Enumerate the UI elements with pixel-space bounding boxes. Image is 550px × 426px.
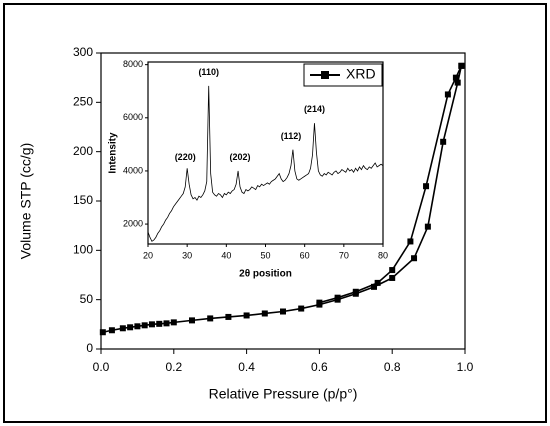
- legend-label: XRD: [346, 66, 376, 82]
- point: [389, 274, 396, 281]
- y-tick-label: 200: [73, 144, 93, 158]
- point: [440, 138, 447, 145]
- y-axis-label: Intensity: [108, 132, 119, 174]
- point: [207, 315, 214, 322]
- point: [119, 325, 126, 332]
- point: [108, 327, 115, 334]
- x-tick-label: 0.0: [93, 360, 110, 374]
- annotation: (220): [175, 152, 196, 162]
- point: [458, 62, 465, 69]
- point: [99, 329, 106, 336]
- point: [374, 279, 381, 286]
- x-tick-label: 0.8: [384, 360, 401, 374]
- point: [163, 320, 170, 327]
- x-tick-label: 0.2: [165, 360, 182, 374]
- point: [452, 74, 459, 81]
- x-tick-label: 1.0: [457, 360, 474, 374]
- point: [316, 299, 323, 306]
- point: [454, 79, 461, 86]
- x-tick-label: 40: [221, 250, 231, 260]
- point: [148, 321, 155, 328]
- y-tick-label: 4000: [123, 165, 143, 175]
- y-tick-label: 250: [73, 95, 93, 109]
- point: [141, 322, 148, 329]
- point: [225, 313, 232, 320]
- x-tick-label: 60: [300, 250, 310, 260]
- point: [389, 267, 396, 274]
- series-line: [319, 65, 463, 304]
- point: [444, 91, 451, 98]
- y-tick-label: 0: [86, 341, 93, 355]
- point: [127, 324, 134, 331]
- y-axis-label: Volume STP (cc/g): [18, 143, 34, 259]
- y-tick-label: 6000: [123, 112, 143, 122]
- point: [407, 238, 414, 245]
- y-tick-label: 150: [73, 193, 93, 207]
- point: [352, 288, 359, 295]
- x-tick-label: 0.6: [311, 360, 328, 374]
- x-tick-label: 50: [260, 250, 270, 260]
- y-tick-label: 8000: [123, 59, 143, 69]
- plot-area: [147, 61, 384, 245]
- point: [280, 308, 286, 315]
- point: [371, 283, 377, 290]
- point: [134, 323, 141, 330]
- x-tick-label: 30: [182, 250, 192, 260]
- series-line: [147, 85, 384, 242]
- point: [334, 294, 341, 301]
- point: [156, 320, 163, 327]
- point: [243, 312, 250, 319]
- annotation: (214): [304, 104, 325, 114]
- point: [261, 310, 268, 317]
- point: [189, 317, 195, 324]
- point: [170, 319, 177, 326]
- point: [298, 305, 305, 312]
- y-tick-label: 50: [80, 292, 94, 306]
- annotation: (112): [281, 131, 302, 141]
- y-tick-label: 2000: [123, 218, 143, 228]
- x-tick-label: 20: [143, 250, 153, 260]
- annotation: (110): [198, 67, 219, 77]
- annotation: (202): [230, 152, 251, 162]
- x-tick-label: 0.4: [238, 360, 255, 374]
- legend-box: [303, 63, 383, 87]
- x-tick-label: 70: [339, 250, 349, 260]
- legend-marker: [321, 71, 329, 79]
- point: [411, 255, 418, 262]
- x-axis-label: 2θ position: [239, 269, 292, 280]
- x-tick-label: 80: [378, 250, 388, 260]
- y-tick-label: 300: [73, 45, 93, 59]
- point: [424, 223, 431, 230]
- point: [423, 183, 430, 190]
- y-tick-label: 100: [73, 243, 93, 257]
- x-axis-label: Relative Pressure (p/p°): [209, 386, 358, 402]
